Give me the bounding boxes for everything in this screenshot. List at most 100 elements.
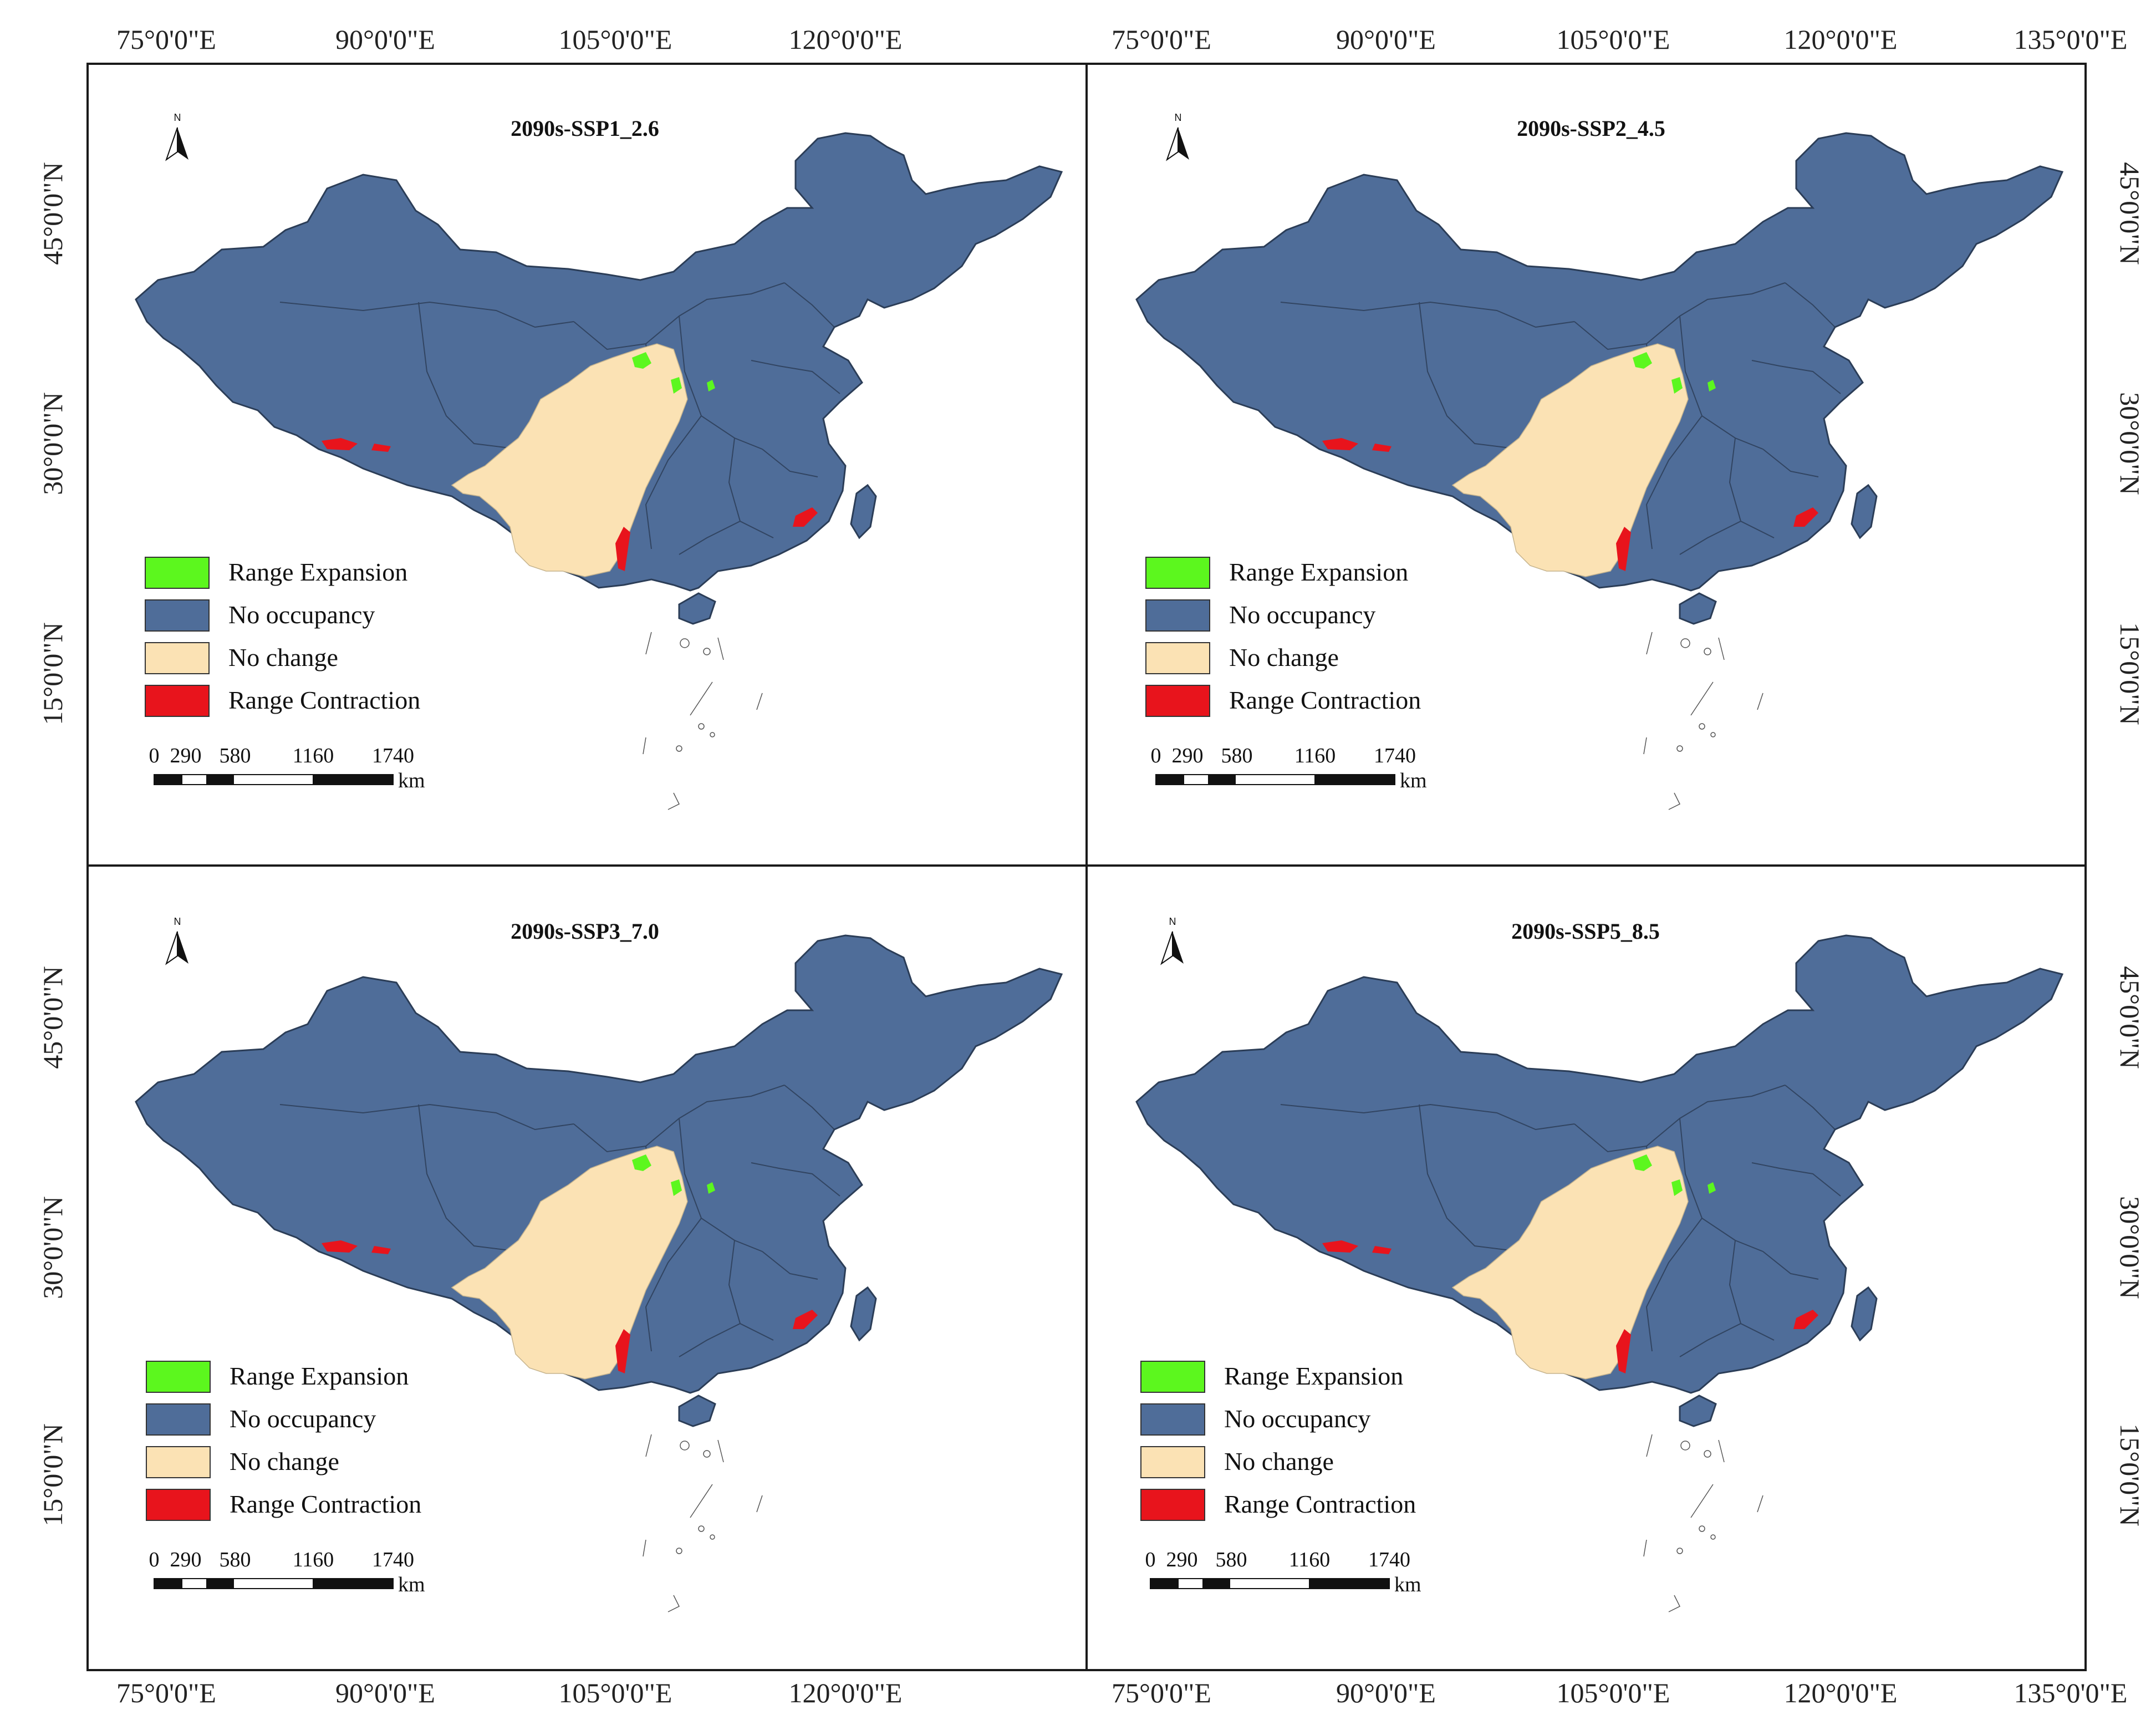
legend-label: Range Expansion: [228, 558, 407, 586]
scale-tick-label: 1160: [1289, 1548, 1331, 1571]
scale-segment: [1208, 774, 1236, 785]
latitude-label: 30°0'0"N: [37, 1196, 68, 1299]
legend-label: Range Expansion: [1224, 1362, 1403, 1390]
scale-unit: km: [398, 1573, 425, 1596]
legend-item: Range Contraction: [145, 685, 420, 717]
latitude-label: 30°0'0"N: [2114, 392, 2145, 495]
longitude-label: 75°0'0"E: [116, 1677, 216, 1708]
legend-swatch: [1145, 557, 1210, 589]
scale-segment: [154, 774, 182, 785]
longitude-label: 90°0'0"E: [335, 24, 435, 55]
scale-segment: [154, 1578, 182, 1589]
legend-swatch: [146, 1361, 211, 1393]
scale-segment: [1202, 1578, 1230, 1589]
legend-swatch: [1140, 1489, 1205, 1521]
legend-item: Range Expansion: [1145, 557, 1408, 589]
legend-label: Range Contraction: [228, 686, 420, 714]
scale-segment: [313, 774, 394, 785]
legend-item: No change: [1140, 1446, 1334, 1478]
panel-title: 2090s-SSP2_4.5: [1517, 116, 1665, 141]
scale-tick-label: 290: [170, 1548, 202, 1571]
scale-tick-label: 1160: [293, 1548, 334, 1571]
north-label: N: [1169, 916, 1176, 927]
latitude-label: 15°0'0"N: [37, 622, 68, 725]
latitude-label: 30°0'0"N: [37, 392, 68, 495]
legends: Range Expansion No occupancy No change Rang…: [145, 557, 1421, 1521]
scale-segment: [181, 1578, 207, 1589]
legend-item: Range Expansion: [1140, 1361, 1403, 1393]
longitude-label: 75°0'0"E: [1112, 1677, 1211, 1708]
scale-tick-label: 0: [149, 744, 160, 767]
longitude-label: 120°0'0"E: [1784, 1677, 1898, 1708]
legend-label: No change: [1229, 643, 1339, 671]
legend-swatch: [146, 1403, 211, 1436]
legend-item: No occupancy: [1145, 599, 1375, 632]
legend-swatch: [1140, 1403, 1205, 1436]
panel-title: 2090s-SSP1_2.6: [511, 116, 659, 141]
scale-unit: km: [1400, 769, 1427, 792]
scale-tick-label: 0: [149, 1548, 160, 1571]
scale-tick-label: 580: [220, 1548, 251, 1571]
latitude-label: 15°0'0"N: [2114, 1423, 2145, 1526]
legend-swatch: [1145, 642, 1210, 674]
legend-item: No change: [145, 642, 338, 674]
legend-swatch: [145, 557, 210, 589]
longitude-label: 120°0'0"E: [1784, 24, 1898, 55]
scale-unit: km: [1394, 1573, 1421, 1596]
scale-segment: [1309, 1578, 1390, 1589]
scale-segment: [1183, 774, 1209, 785]
legend-label: No occupancy: [1224, 1405, 1370, 1433]
scale-tick-label: 1740: [1368, 1548, 1410, 1571]
panel-title: 2090s-SSP5_8.5: [1511, 919, 1660, 944]
legend-label: No occupancy: [228, 601, 375, 629]
north-arrow-icon: N: [165, 916, 188, 965]
legend-item: No occupancy: [145, 599, 375, 632]
longitude-label: 135°0'0"E: [2014, 1677, 2128, 1708]
longitude-label: 120°0'0"E: [789, 1677, 903, 1708]
latitude-label: 30°0'0"N: [2114, 1196, 2145, 1299]
scale-tick-label: 0: [1145, 1548, 1156, 1571]
north-arrow-icon: N: [1166, 112, 1189, 161]
scale-unit: km: [398, 769, 425, 792]
latitude-label: 45°0'0"N: [2114, 162, 2145, 265]
legend-label: No occupancy: [1229, 601, 1375, 629]
panel-4: 2090s-SSP5_8.5: [1135, 919, 2063, 1613]
legend-item: Range Contraction: [146, 1489, 421, 1521]
scale-segment: [181, 774, 207, 785]
scale-tick-label: 1160: [1294, 744, 1336, 767]
scale-segment: [1229, 1578, 1310, 1589]
legend-label: No occupancy: [230, 1405, 376, 1433]
latitude-label: 15°0'0"N: [2114, 622, 2145, 725]
legend-label: No change: [1224, 1447, 1334, 1475]
panel-2: 2090s-SSP2_4.5: [1135, 116, 2063, 811]
scale-segment: [206, 1578, 234, 1589]
legend-item: Range Contraction: [1145, 685, 1421, 717]
longitude-label: 90°0'0"E: [335, 1677, 435, 1708]
scale-tick-label: 1740: [372, 1548, 414, 1571]
scale-tick-label: 290: [1172, 744, 1204, 767]
panel-3: 2090s-SSP3_7.0: [135, 919, 1063, 1613]
legend-swatch: [145, 685, 210, 717]
scale-tick-label: 580: [1216, 1548, 1247, 1571]
scale-tick-label: 0: [1151, 744, 1161, 767]
panel-1: 2090s-SSP1_2.6: [135, 116, 1063, 811]
longitude-label: 90°0'0"E: [1336, 1677, 1436, 1708]
legend-item: Range Expansion: [146, 1361, 409, 1393]
legend-swatch: [146, 1446, 211, 1478]
longitude-label: 105°0'0"E: [1557, 24, 1670, 55]
scale-segment: [233, 774, 314, 785]
longitude-label: 105°0'0"E: [559, 1677, 672, 1708]
scale-segment: [1155, 774, 1184, 785]
legend-item: No occupancy: [146, 1403, 376, 1436]
scale-segment: [1235, 774, 1316, 785]
scale-tick-label: 580: [1221, 744, 1253, 767]
legend-swatch: [1140, 1361, 1205, 1393]
longitude-label: 120°0'0"E: [789, 24, 903, 55]
scale-tick-label: 1740: [1374, 744, 1416, 767]
scale-tick-label: 580: [220, 744, 251, 767]
